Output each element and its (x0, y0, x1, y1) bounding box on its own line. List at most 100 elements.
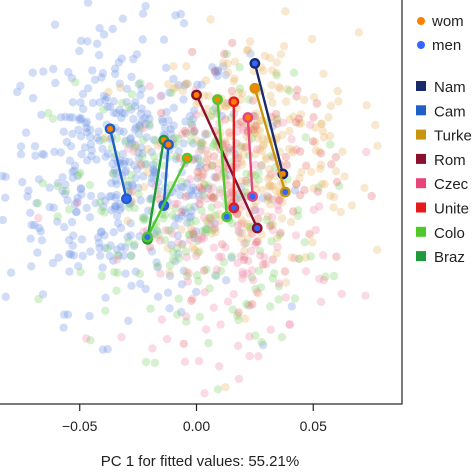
sample-point (95, 112, 104, 121)
country-mean-segment (253, 87, 287, 193)
sample-point (241, 239, 251, 248)
sample-point (188, 183, 198, 192)
sample-point (261, 153, 271, 162)
sample-point (79, 104, 88, 114)
sample-point (48, 258, 58, 268)
sample-point (176, 9, 185, 19)
sample-point (258, 133, 267, 143)
men-mean-point (251, 222, 263, 234)
sample-point (199, 233, 209, 243)
sample-point (66, 142, 76, 151)
sample-point (244, 95, 254, 104)
sample-point (165, 88, 174, 97)
sample-point (237, 228, 247, 238)
sample-point (307, 34, 317, 44)
sample-point (233, 311, 242, 320)
legend-label: Czec (434, 176, 469, 193)
sample-point (116, 223, 126, 233)
sample-point (171, 11, 180, 20)
sample-point (290, 294, 300, 303)
sample-point (61, 186, 71, 196)
sample-point (188, 190, 197, 200)
sample-point (141, 160, 150, 169)
sample-point (288, 148, 298, 157)
sample-point (207, 162, 217, 171)
sample-point (274, 295, 283, 304)
sample-point (211, 68, 220, 77)
country-mean-segment (146, 157, 189, 238)
sample-point (87, 151, 96, 161)
sample-point (85, 213, 95, 222)
sample-point (240, 314, 250, 323)
country-mean-pair (228, 96, 240, 214)
sample-point (220, 137, 229, 146)
sample-point (276, 228, 285, 237)
sample-point (126, 219, 135, 228)
sample-point (188, 294, 197, 303)
sample-point (182, 312, 191, 321)
sample-point (188, 139, 198, 148)
sample-point (129, 147, 139, 156)
sample-point (111, 176, 120, 185)
sample-point (274, 282, 284, 291)
sample-point (275, 195, 284, 204)
sample-point (219, 258, 229, 267)
sample-point (153, 227, 162, 236)
sample-point (202, 265, 211, 274)
sample-point (289, 207, 298, 216)
sample-point (266, 325, 275, 334)
sample-point (216, 320, 225, 329)
sample-point (264, 174, 273, 183)
sample-point (142, 133, 151, 142)
x-tick-label: 0.00 (183, 418, 210, 434)
sample-point (221, 102, 231, 112)
sample-point (145, 82, 154, 91)
sample-point (53, 182, 62, 191)
country-mean-segment (216, 99, 229, 217)
sample-point (214, 252, 224, 261)
sample-point (130, 240, 139, 249)
sample-point (105, 102, 115, 111)
sample-point (143, 167, 152, 177)
sample-point (49, 64, 58, 74)
sample-point (169, 74, 178, 84)
sample-point (282, 161, 291, 170)
sample-point (266, 169, 276, 179)
sample-point (68, 173, 77, 182)
sample-point (373, 141, 382, 150)
sample-point (196, 139, 205, 149)
sample-point (123, 144, 133, 153)
sample-point (277, 332, 287, 342)
sample-point (163, 244, 173, 253)
sample-point (126, 133, 136, 143)
sample-point (68, 98, 78, 107)
sample-point (257, 161, 266, 170)
sample-point (233, 221, 243, 230)
sample-point (242, 222, 252, 231)
sample-point (281, 7, 290, 16)
sample-point (73, 193, 82, 203)
sample-point (203, 104, 212, 114)
sample-point (195, 156, 205, 165)
sample-point (200, 91, 209, 100)
sample-point (220, 49, 229, 59)
men-mean-point (228, 202, 240, 214)
sample-point (193, 174, 203, 183)
sample-point (258, 141, 268, 150)
country-mean-segment (253, 63, 285, 175)
sample-point (255, 246, 265, 256)
sample-point (45, 183, 54, 192)
sample-point (98, 263, 107, 272)
sample-point (219, 62, 228, 71)
men-mean-point (247, 191, 258, 202)
sample-point (178, 86, 187, 96)
sample-point (111, 202, 120, 211)
sample-point (327, 160, 336, 169)
sample-point (125, 140, 135, 149)
sample-point (239, 150, 249, 159)
sample-point (112, 179, 122, 189)
sample-point (156, 269, 165, 278)
sample-point (56, 148, 65, 157)
sample-point (109, 228, 118, 237)
sample-point (72, 197, 82, 207)
